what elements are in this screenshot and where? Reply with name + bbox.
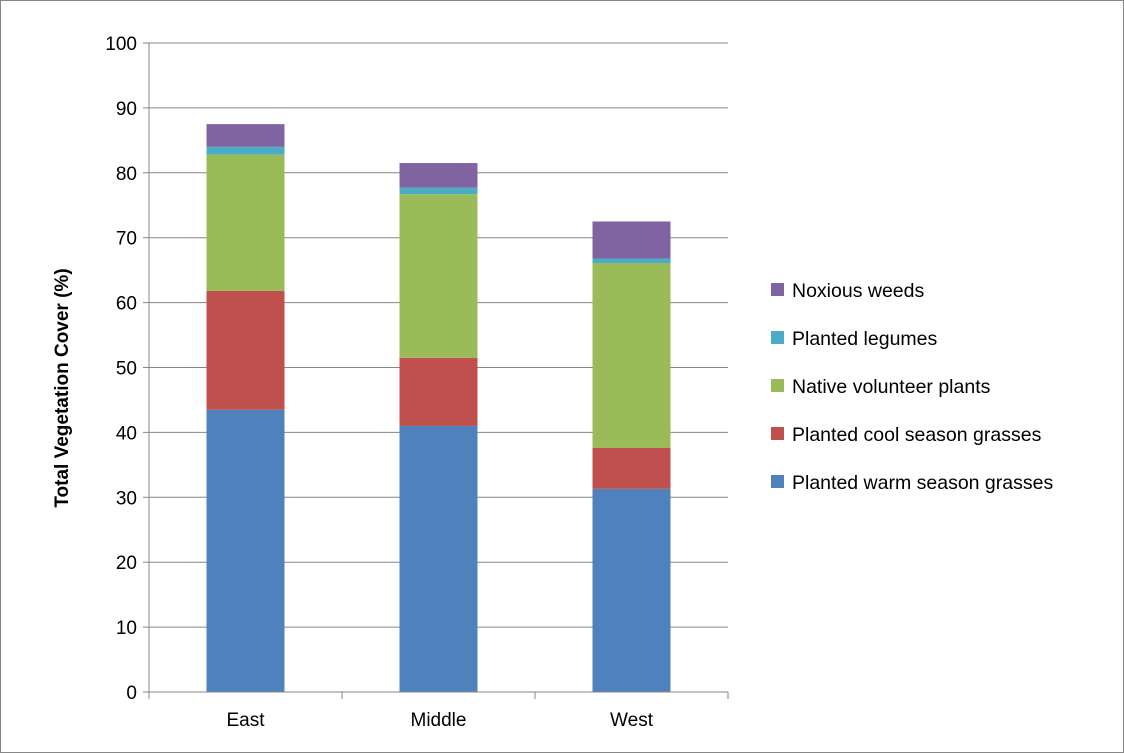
legend-item: Native volunteer plants (771, 376, 991, 398)
legend-item: Planted legumes (771, 328, 938, 350)
bar-segment (592, 263, 671, 448)
y-tick-label: 10 (116, 618, 137, 639)
y-tick-label: 50 (116, 359, 137, 380)
bar-segment (206, 154, 285, 291)
bar-segment (592, 258, 671, 264)
legend-swatch (771, 475, 784, 488)
y-tick-label: 80 (116, 164, 137, 185)
y-tick-label: 30 (116, 488, 137, 509)
bar-segment (592, 488, 671, 692)
bar-segment (592, 447, 671, 489)
y-axis-title: Total Vegetation Cover (%) (52, 268, 73, 507)
bar-segment (206, 124, 285, 147)
x-tick-label: East (226, 710, 265, 731)
y-tick-label: 20 (116, 553, 137, 574)
bar-segment (592, 221, 671, 259)
bar-segment (206, 409, 285, 692)
x-tick-labels: East Middle West (226, 710, 653, 731)
axes (143, 42, 729, 699)
legend-swatch (771, 427, 784, 440)
bar-segment (206, 290, 285, 410)
x-tick-label: West (610, 710, 654, 731)
y-tick-label: 100 (105, 34, 137, 55)
bar-segment (399, 357, 478, 426)
legend-label: Planted warm season grasses (792, 472, 1053, 494)
bar-segment (399, 194, 478, 358)
legend-item: Planted warm season grasses (771, 472, 1053, 494)
bar-segment (399, 163, 478, 188)
legend-swatch (771, 331, 784, 344)
y-tick-label: 70 (116, 229, 137, 250)
legend-swatch (771, 379, 784, 392)
legend-label: Planted cool season grasses (792, 424, 1042, 446)
bar-segment (206, 146, 285, 155)
y-tick-label: 60 (116, 294, 137, 315)
legend-item: Noxious weeds (771, 280, 924, 302)
legend-swatch (771, 283, 784, 296)
legend-label: Native volunteer plants (792, 376, 991, 398)
legend-label: Noxious weeds (792, 280, 924, 302)
legend-label: Planted legumes (792, 328, 938, 350)
bars (206, 124, 671, 692)
y-tick-label: 0 (126, 683, 137, 704)
y-tick-label: 90 (116, 99, 137, 120)
legend-item: Planted cool season grasses (771, 424, 1042, 446)
bar-segment (399, 187, 478, 195)
y-tick-label: 40 (116, 423, 137, 444)
y-tick-labels: 0 10 20 30 40 50 60 70 80 90 100 (105, 34, 137, 704)
legend: Noxious weeds Planted legumes Native volun… (771, 280, 1053, 494)
x-tick-label: Middle (411, 710, 467, 731)
bar-segment (399, 425, 478, 692)
